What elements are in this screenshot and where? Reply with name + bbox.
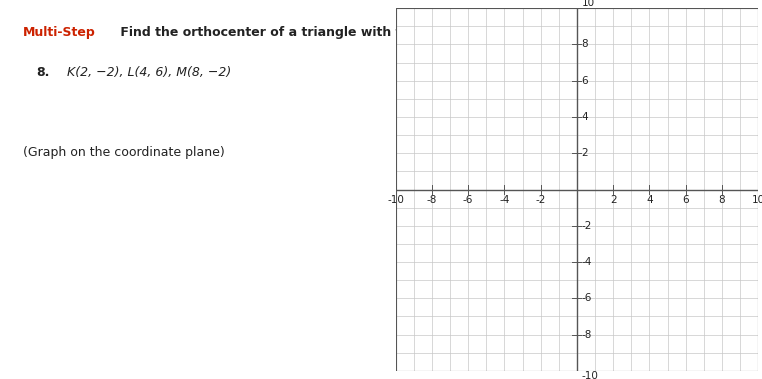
Text: 4: 4	[581, 112, 588, 122]
Text: 2: 2	[581, 148, 588, 158]
Text: -4: -4	[499, 195, 510, 205]
Text: -10: -10	[387, 195, 404, 205]
Text: K(2, −2), L(4, 6), M(8, −2): K(2, −2), L(4, 6), M(8, −2)	[66, 66, 231, 79]
Text: -8: -8	[581, 329, 592, 340]
Text: 8: 8	[719, 195, 725, 205]
Text: 10: 10	[581, 0, 594, 8]
Text: 4: 4	[646, 195, 653, 205]
Text: -6: -6	[463, 195, 473, 205]
Text: -10: -10	[581, 371, 598, 379]
Text: 8: 8	[581, 39, 588, 50]
Text: -6: -6	[581, 293, 592, 303]
Text: Multi-Step: Multi-Step	[23, 26, 95, 39]
Text: 8.: 8.	[36, 66, 50, 79]
Text: -4: -4	[581, 257, 592, 267]
Text: 6: 6	[683, 195, 689, 205]
Text: Find the orthocenter of a triangle with the given vertices.: Find the orthocenter of a triangle with …	[116, 26, 527, 39]
Text: -2: -2	[581, 221, 592, 231]
Text: 6: 6	[581, 76, 588, 86]
Text: -8: -8	[427, 195, 437, 205]
Text: 10: 10	[751, 195, 762, 205]
Text: (Graph on the coordinate plane): (Graph on the coordinate plane)	[23, 146, 225, 159]
Text: 2: 2	[610, 195, 616, 205]
Text: -2: -2	[536, 195, 546, 205]
